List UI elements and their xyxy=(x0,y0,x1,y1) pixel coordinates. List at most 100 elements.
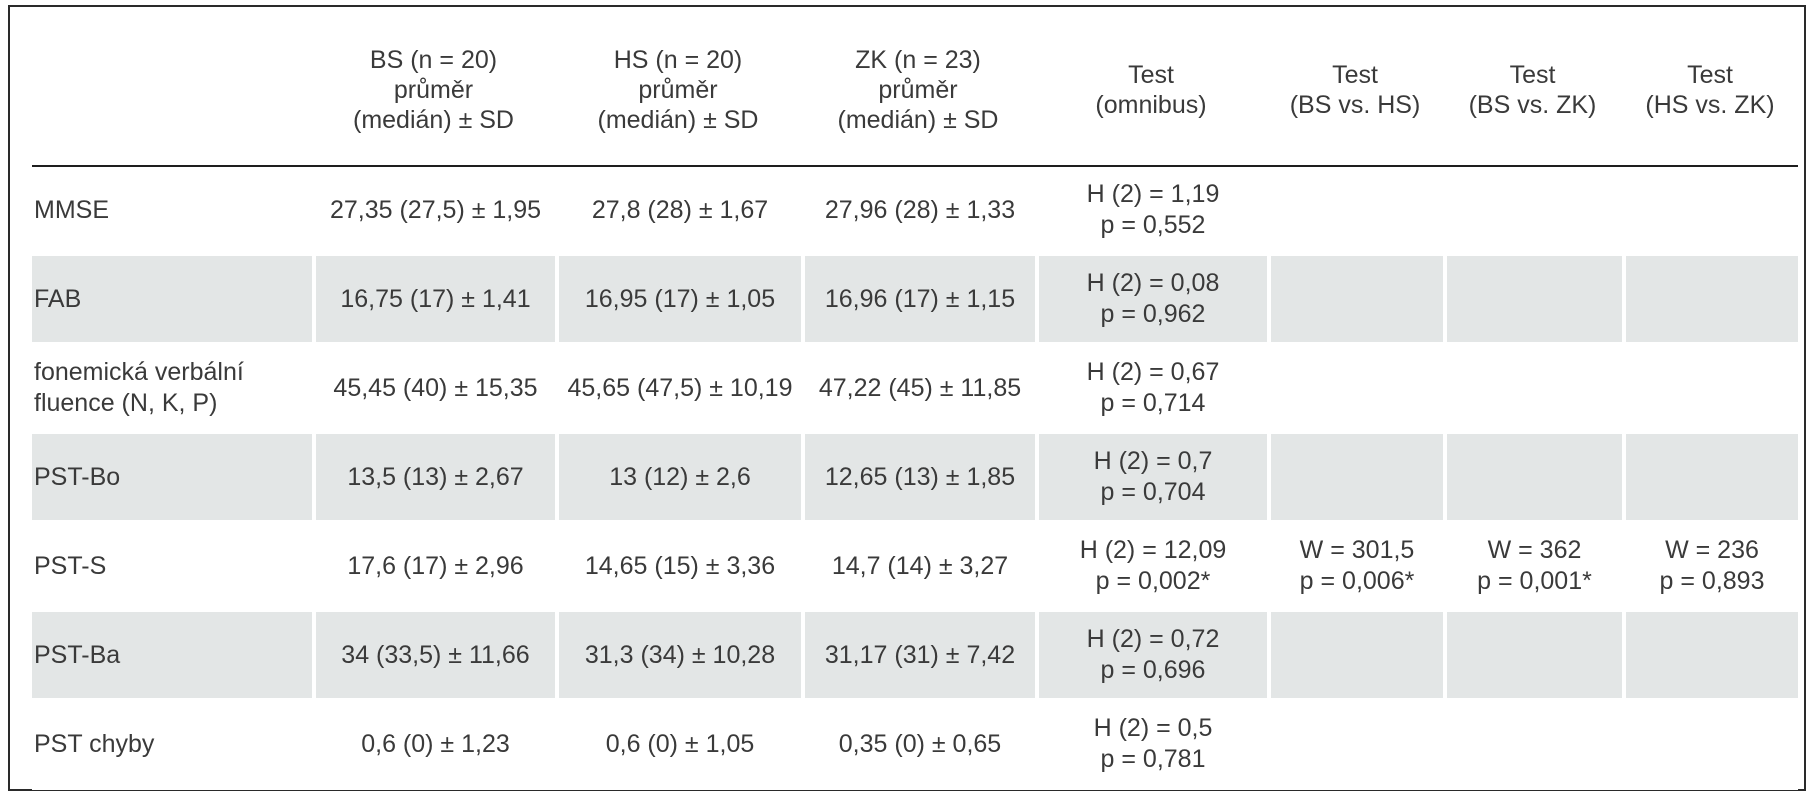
cell-hs: 0,6 (0) ± 1,05 xyxy=(555,701,801,790)
cell-hs: 16,95 (17) ± 1,05 xyxy=(555,256,801,345)
cell-bs: 17,6 (17) ± 2,96 xyxy=(312,523,555,612)
cell-omnibus: H (2) = 1,19 p = 0,552 xyxy=(1035,167,1267,256)
cell-bs: 34 (33,5) ± 11,66 xyxy=(312,612,555,701)
header-bs: BS (n = 20) průměr (medián) ± SD xyxy=(312,7,555,167)
omnibus-stat: H (2) = 12,09 xyxy=(1079,536,1227,564)
omnibus-p: p = 0,704 xyxy=(1100,478,1206,506)
header-zk-group: ZK (n = 23) xyxy=(855,46,981,74)
cell-omnibus: H (2) = 0,5 p = 0,781 xyxy=(1035,701,1267,790)
row-label: PST-S xyxy=(32,523,312,612)
header-zk-mean: průměr xyxy=(878,76,958,104)
table-row-pst-s: PST-S 17,6 (17) ± 2,96 14,65 (15) ± 3,36… xyxy=(32,523,1798,612)
header-test-bs-zk: Test (BS vs. ZK) xyxy=(1443,7,1622,167)
bs-hs-p: p = 0,006* xyxy=(1299,567,1415,595)
omnibus-stat: H (2) = 0,08 xyxy=(1086,269,1220,297)
cell-bs-hs xyxy=(1267,256,1443,345)
cell-omnibus: H (2) = 0,72 p = 0,696 xyxy=(1035,612,1267,701)
header-zk: ZK (n = 23) průměr (medián) ± SD xyxy=(801,7,1035,167)
cell-hs: 31,3 (34) ± 10,28 xyxy=(555,612,801,701)
cell-hs: 13 (12) ± 2,6 xyxy=(555,434,801,523)
cell-bs-zk xyxy=(1443,256,1622,345)
omnibus-stat: H (2) = 0,72 xyxy=(1086,625,1220,653)
cell-bs-zk: W = 362 p = 0,001* xyxy=(1443,523,1622,612)
results-table: BS (n = 20) průměr (medián) ± SD HS (n =… xyxy=(32,7,1798,790)
header-test-hs-zk-l2: (HS vs. ZK) xyxy=(1645,91,1775,119)
header-bs-group: BS (n = 20) xyxy=(369,46,498,74)
cell-bs-zk xyxy=(1443,167,1622,256)
header-hs-group: HS (n = 20) xyxy=(613,46,743,74)
omnibus-p: p = 0,781 xyxy=(1100,745,1206,773)
table-row-pst-ba: PST-Ba 34 (33,5) ± 11,66 31,3 (34) ± 10,… xyxy=(32,612,1798,701)
cell-zk: 14,7 (14) ± 3,27 xyxy=(801,523,1035,612)
header-corner xyxy=(32,7,312,167)
header-test-hs-zk: Test (HS vs. ZK) xyxy=(1622,7,1798,167)
omnibus-p: p = 0,962 xyxy=(1100,300,1206,328)
cell-hs-zk xyxy=(1622,345,1798,434)
cell-bs-hs: W = 301,5 p = 0,006* xyxy=(1267,523,1443,612)
table-body: MMSE 27,35 (27,5) ± 1,95 27,8 (28) ± 1,6… xyxy=(32,167,1798,790)
header-test-omnibus-l1: Test xyxy=(1128,61,1174,89)
cell-bs: 45,45 (40) ± 15,35 xyxy=(312,345,555,434)
cell-bs: 27,35 (27,5) ± 1,95 xyxy=(312,167,555,256)
header-test-bs-hs-l2: (BS vs. HS) xyxy=(1289,91,1421,119)
row-label: PST chyby xyxy=(32,701,312,790)
cell-zk: 31,17 (31) ± 7,42 xyxy=(801,612,1035,701)
cell-bs-zk xyxy=(1443,434,1622,523)
table-row-pst-bo: PST-Bo 13,5 (13) ± 2,67 13 (12) ± 2,6 12… xyxy=(32,434,1798,523)
cell-zk: 27,96 (28) ± 1,33 xyxy=(801,167,1035,256)
cell-bs-hs xyxy=(1267,612,1443,701)
cell-hs: 45,65 (47,5) ± 10,19 xyxy=(555,345,801,434)
header-test-bs-zk-l2: (BS vs. ZK) xyxy=(1468,91,1597,119)
omnibus-stat: H (2) = 1,19 xyxy=(1086,180,1220,208)
header-test-bs-zk-l1: Test xyxy=(1509,61,1556,89)
cell-bs-zk xyxy=(1443,345,1622,434)
omnibus-stat: H (2) = 0,7 xyxy=(1093,447,1213,475)
omnibus-stat: H (2) = 0,67 xyxy=(1086,358,1220,386)
row-label: PST-Bo xyxy=(32,434,312,523)
cell-hs-zk xyxy=(1622,612,1798,701)
cell-bs-zk xyxy=(1443,701,1622,790)
cell-hs-zk xyxy=(1622,434,1798,523)
header-test-hs-zk-l1: Test xyxy=(1687,61,1733,89)
cell-bs-hs xyxy=(1267,701,1443,790)
row-label: PST-Ba xyxy=(32,612,312,701)
cell-omnibus: H (2) = 0,7 p = 0,704 xyxy=(1035,434,1267,523)
table-frame: BS (n = 20) průměr (medián) ± SD HS (n =… xyxy=(8,5,1806,791)
omnibus-stat: H (2) = 0,5 xyxy=(1093,714,1213,742)
cell-bs: 13,5 (13) ± 2,67 xyxy=(312,434,555,523)
cell-bs-hs xyxy=(1267,434,1443,523)
table-row-pst-chyby: PST chyby 0,6 (0) ± 1,23 0,6 (0) ± 1,05 … xyxy=(32,701,1798,790)
bs-zk-p: p = 0,001* xyxy=(1477,567,1592,595)
cell-hs: 27,8 (28) ± 1,67 xyxy=(555,167,801,256)
header-test-bs-hs: Test (BS vs. HS) xyxy=(1267,7,1443,167)
omnibus-p: p = 0,002* xyxy=(1095,567,1211,595)
header-test-omnibus-l2: (omnibus) xyxy=(1095,91,1207,119)
cell-bs-hs xyxy=(1267,167,1443,256)
header-bs-mean: průměr xyxy=(393,76,474,104)
cell-zk: 47,22 (45) ± 11,85 xyxy=(801,345,1035,434)
cell-omnibus: H (2) = 0,67 p = 0,714 xyxy=(1035,345,1267,434)
row-label: FAB xyxy=(32,256,312,345)
bs-hs-stat: W = 301,5 xyxy=(1299,536,1415,564)
header-zk-median-sd: (medián) ± SD xyxy=(837,106,999,134)
omnibus-p: p = 0,696 xyxy=(1100,656,1206,684)
table-row-fab: FAB 16,75 (17) ± 1,41 16,95 (17) ± 1,05 … xyxy=(32,256,1798,345)
cell-bs: 16,75 (17) ± 1,41 xyxy=(312,256,555,345)
header-hs-median-sd: (medián) ± SD xyxy=(597,106,759,134)
row-label: MMSE xyxy=(32,167,312,256)
header-test-omnibus: Test (omnibus) xyxy=(1035,7,1267,167)
hs-zk-stat: W = 236 xyxy=(1665,536,1759,564)
header-row: BS (n = 20) průměr (medián) ± SD HS (n =… xyxy=(32,7,1798,167)
hs-zk-p: p = 0,893 xyxy=(1659,567,1765,595)
row-label: fonemická verbální fluence (N, K, P) xyxy=(32,345,312,434)
cell-omnibus: H (2) = 0,08 p = 0,962 xyxy=(1035,256,1267,345)
cell-bs: 0,6 (0) ± 1,23 xyxy=(312,701,555,790)
header-test-bs-hs-l1: Test xyxy=(1332,61,1378,89)
cell-bs-hs xyxy=(1267,345,1443,434)
cell-zk: 12,65 (13) ± 1,85 xyxy=(801,434,1035,523)
cell-omnibus: H (2) = 12,09 p = 0,002* xyxy=(1035,523,1267,612)
bs-zk-stat: W = 362 xyxy=(1487,536,1582,564)
table-row-fluence: fonemická verbální fluence (N, K, P) 45,… xyxy=(32,345,1798,434)
omnibus-p: p = 0,714 xyxy=(1100,389,1206,417)
cell-zk: 0,35 (0) ± 0,65 xyxy=(801,701,1035,790)
